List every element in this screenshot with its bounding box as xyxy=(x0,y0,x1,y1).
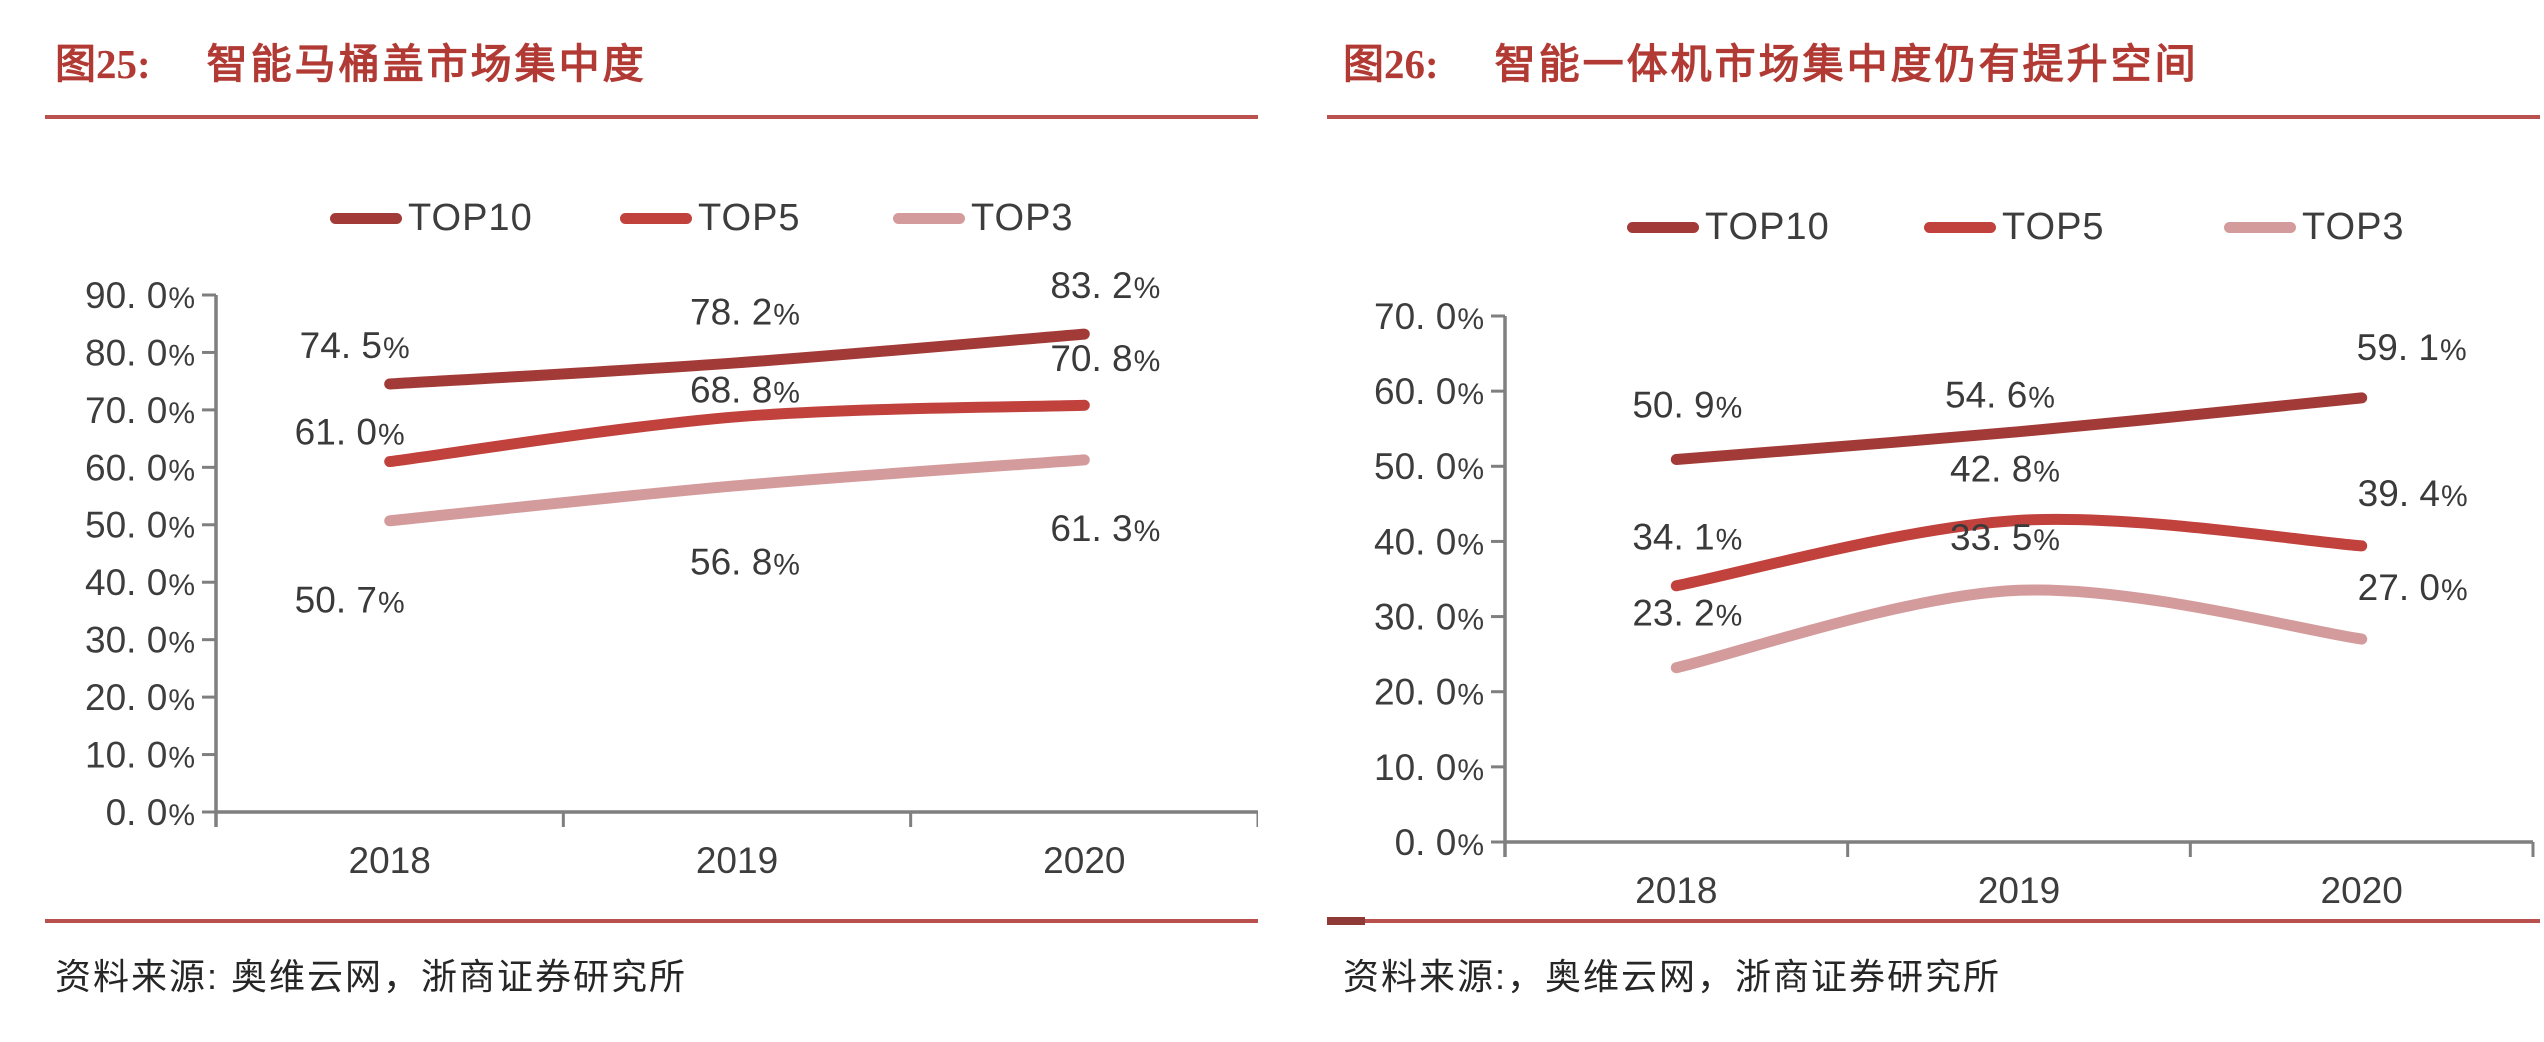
figure-26: 图26: 智能一体机市场集中度仍有提升空间 TOP10 TOP5 TOP3 0. … xyxy=(1327,0,2540,1042)
data-label-top5: 68. 8% xyxy=(690,370,800,411)
y-tick-label: 20. 0% xyxy=(85,677,195,718)
data-label-top10: 50. 9% xyxy=(1632,384,1742,425)
y-tick-label: 60. 0% xyxy=(1374,371,1484,412)
data-label-top5: 39. 4% xyxy=(2358,473,2468,514)
line-chart-market-concentration-integrated: 0. 0% 10. 0% 20. 0% 30. 0% 40. 0% 50. 0% 60. 0… xyxy=(1374,296,2535,911)
series-line-top5 xyxy=(384,399,1090,468)
data-label-top3: 23. 2% xyxy=(1632,593,1742,634)
source-note: 资料来源: 奥维云网，浙商证券研究所 xyxy=(55,956,688,997)
y-tick-label: 90. 0% xyxy=(85,275,195,316)
x-tick-label: 2019 xyxy=(696,840,778,881)
legend-label: TOP3 xyxy=(2302,206,2405,248)
y-tick-label: 30. 0% xyxy=(85,620,195,661)
legend-label: TOP5 xyxy=(2002,206,2105,248)
data-label-top5: 61. 0% xyxy=(295,412,405,453)
figure-title: 图26: 智能一体机市场集中度仍有提升空间 xyxy=(1343,30,2199,90)
x-tick-label: 2020 xyxy=(1043,840,1125,881)
data-label-top10: 83. 2% xyxy=(1050,265,1160,306)
y-tick-label: 10. 0% xyxy=(1374,747,1484,788)
legend-dash-top3 xyxy=(893,213,965,224)
figure-label: 图25: xyxy=(55,41,151,87)
title-rule xyxy=(45,115,1258,119)
legend-dash-top10 xyxy=(1627,222,1699,233)
series-line-top3 xyxy=(384,454,1090,527)
series-line-top5 xyxy=(1670,513,2368,592)
y-tick-label: 60. 0% xyxy=(85,447,195,488)
y-tick-label: 0. 0% xyxy=(1395,822,1484,863)
legend-item-top3: TOP3 xyxy=(893,197,1074,240)
data-label-top10: 54. 6% xyxy=(1945,375,2055,416)
data-label-top10: 74. 5% xyxy=(300,325,410,366)
data-label-top3: 56. 8% xyxy=(690,542,800,583)
data-label-top5: 42. 8% xyxy=(1950,448,2060,489)
legend-label: TOP5 xyxy=(698,197,801,239)
y-tick-label: 40. 0% xyxy=(1374,521,1484,562)
data-label-top3: 27. 0% xyxy=(2358,567,2468,608)
title-rule xyxy=(1327,115,2540,119)
source-rule xyxy=(45,919,1258,923)
series-line-top10 xyxy=(1670,392,2368,465)
source-note: 资料来源:，奥维云网，浙商证券研究所 xyxy=(1343,956,2002,997)
data-label-top10: 78. 2% xyxy=(690,292,800,333)
legend-item-top5: TOP5 xyxy=(1924,206,2105,249)
series-line-top3 xyxy=(1670,584,2368,674)
y-tick-label: 50. 0% xyxy=(1374,446,1484,487)
legend-label: TOP3 xyxy=(971,197,1074,239)
chart-legend: TOP10 TOP5 TOP3 xyxy=(45,197,1258,240)
x-tick-label: 2018 xyxy=(349,840,431,881)
data-label-top3: 50. 7% xyxy=(295,580,405,621)
legend-dash-top3 xyxy=(2224,222,2296,233)
source-rule-accent xyxy=(1327,917,1365,925)
data-label-top5: 34. 1% xyxy=(1632,517,1742,558)
y-tick-label: 30. 0% xyxy=(1374,597,1484,638)
y-tick-label: 80. 0% xyxy=(85,332,195,373)
y-tick-label: 50. 0% xyxy=(85,505,195,546)
legend-label: TOP10 xyxy=(1705,206,1830,248)
y-tick-label: 20. 0% xyxy=(1374,672,1484,713)
y-tick-label: 70. 0% xyxy=(85,390,195,431)
data-label-top10: 59. 1% xyxy=(2357,327,2467,368)
legend-item-top10: TOP10 xyxy=(330,197,533,240)
x-tick-label: 2018 xyxy=(1635,870,1717,911)
legend-item-top5: TOP5 xyxy=(620,197,801,240)
data-label-top3: 61. 3% xyxy=(1050,508,1160,549)
y-tick-label: 10. 0% xyxy=(85,735,195,776)
line-chart-market-concentration-lids: 0. 0% 10. 0% 20. 0% 30. 0% 40. 0% 50. 0% 60. 0… xyxy=(85,265,1258,881)
figure-label: 图26: xyxy=(1343,41,1439,87)
figure-heading: 智能一体机市场集中度仍有提升空间 xyxy=(1494,41,2199,87)
legend-item-top3: TOP3 xyxy=(2224,206,2405,249)
figure-title: 图25: 智能马桶盖市场集中度 xyxy=(55,30,647,90)
figure-25: 图25: 智能马桶盖市场集中度 TOP10 TOP5 TOP3 0. 0% 10. … xyxy=(45,0,1258,1042)
source-rule xyxy=(1327,917,2540,925)
legend-dash-top10 xyxy=(330,213,402,224)
legend-dash-top5 xyxy=(1924,222,1996,233)
legend-label: TOP10 xyxy=(408,197,533,239)
data-label-top5: 70. 8% xyxy=(1050,338,1160,379)
y-tick-label: 40. 0% xyxy=(85,562,195,603)
legend-item-top10: TOP10 xyxy=(1627,206,1830,249)
series-line-top10 xyxy=(384,328,1090,390)
y-tick-label: 70. 0% xyxy=(1374,296,1484,337)
figure-heading: 智能马桶盖市场集中度 xyxy=(206,41,647,87)
chart-legend: TOP10 TOP5 TOP3 xyxy=(1327,206,2540,249)
y-tick-label: 0. 0% xyxy=(106,792,195,833)
legend-dash-top5 xyxy=(620,213,692,224)
data-label-top3: 33. 5% xyxy=(1950,517,2060,558)
x-tick-label: 2020 xyxy=(2321,870,2403,911)
x-tick-label: 2019 xyxy=(1978,870,2060,911)
